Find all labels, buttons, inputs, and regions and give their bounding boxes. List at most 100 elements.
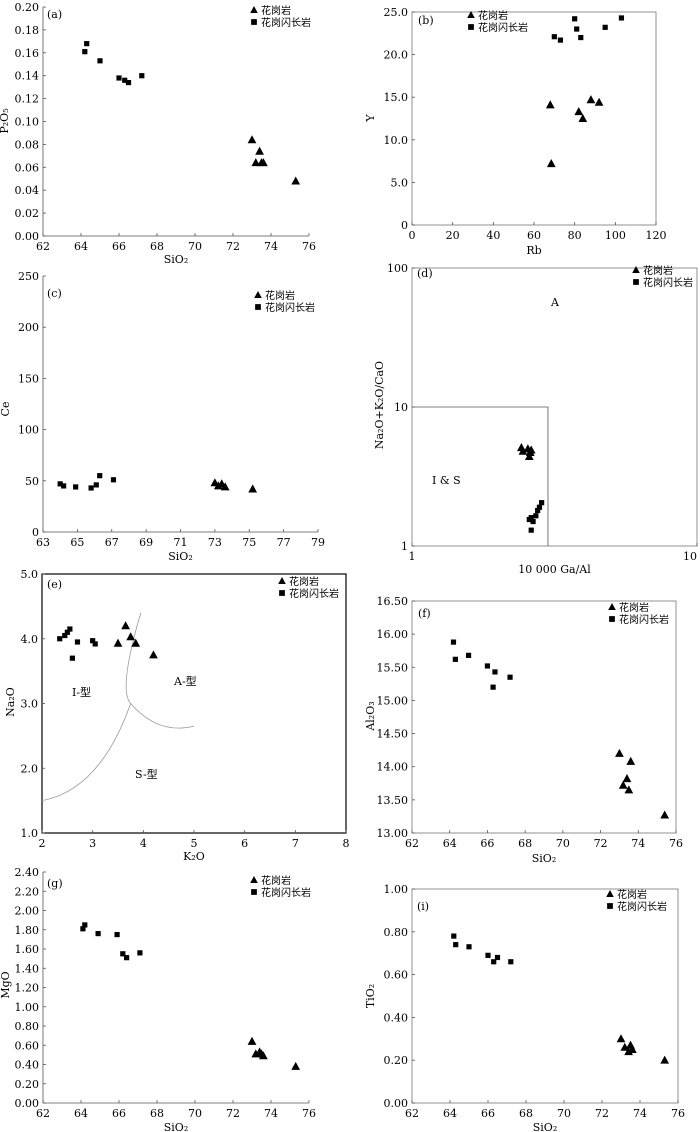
y-tick-label: 1.80 [15, 924, 40, 937]
data-point-square [82, 922, 88, 928]
data-point-square [57, 636, 63, 642]
y-tick-label: 2.00 [15, 905, 40, 918]
x-tick-label: 120 [646, 229, 667, 242]
data-point-triangle [259, 1051, 268, 1060]
data-point-square [92, 641, 98, 647]
data-point-triangle [149, 650, 158, 659]
x-axis-label: SiO₂ [168, 550, 192, 563]
data-point-square [110, 477, 117, 483]
y-tick-label: 0.00 [15, 1097, 40, 1110]
y-tick-label: 0.60 [384, 969, 409, 982]
data-point-square [84, 41, 90, 47]
data-point-square [97, 473, 103, 479]
y-tick-label: 250 [18, 270, 39, 283]
data-point-triangle [255, 146, 264, 155]
panel-label: (c) [47, 287, 62, 300]
y-tick-label: 150 [18, 372, 39, 385]
x-tick-label: 20 [446, 229, 460, 242]
y-axis-label: Ce [0, 402, 12, 417]
legend-marker-square [607, 903, 613, 909]
data-point-square [535, 507, 541, 514]
data-point-square [116, 75, 122, 81]
x-tick-label: 80 [568, 229, 582, 242]
y-tick-label: 15.50 [377, 661, 409, 674]
legend-entry: 花岗闪长岩 [261, 16, 311, 29]
region-label-s-type: S-型 [135, 767, 158, 781]
a-s-boundary-curve [130, 703, 195, 729]
x-tick-label: 62 [405, 837, 419, 850]
data-point-square [574, 26, 580, 32]
y-axis-label: Na₂O+K₂O/CaO [373, 361, 386, 449]
y-tick-label: 0.10 [15, 116, 40, 129]
x-tick-label: 70 [557, 1107, 571, 1120]
legend-entry: 花岗岩 [265, 289, 295, 302]
x-tick-label: 67 [105, 536, 119, 549]
data-point-square [491, 959, 497, 965]
x-axis-label: SiO₂ [532, 852, 556, 865]
y-tick-label: 0.20 [15, 1078, 40, 1091]
x-tick-label: 62 [405, 1107, 419, 1120]
x-tick-label: 75 [242, 536, 256, 549]
panel-label: (e) [47, 578, 62, 591]
x-tick-label: 76 [302, 1107, 316, 1120]
x-axis-label: K₂O [183, 850, 205, 863]
x-tick-label: 3 [89, 837, 96, 850]
x-tick-label: 70 [188, 1107, 202, 1120]
y-tick-label: 13.00 [377, 827, 409, 840]
y-tick-label: 1.00 [15, 1001, 40, 1014]
data-point-triangle [259, 158, 268, 167]
data-point-square [114, 931, 120, 938]
x-tick-label: 64 [443, 1107, 457, 1120]
data-point-triangle [546, 159, 556, 168]
y-tick-label: 0.80 [384, 926, 409, 939]
y-tick-label: 0.06 [15, 161, 40, 174]
chart-panel-3: 63 65 67 69 71 73 75 77 79 0 50 100 150 200 250 SiO₂ Ce (… [0, 270, 325, 563]
y-tick-label: 0.18 [15, 24, 40, 37]
chart-panel-4: 1 10 1 10 100 10 000 Ga/Al Na₂O+K₂O/CaO (d) A I &… [373, 262, 698, 576]
x-tick-label: 74 [264, 1107, 278, 1120]
chart-panel-5: 2 3 4 5 6 7 8 1.0 2.0 3.0 4.0 5.0 K₂O Na₂O (e) I-型 A-型 S-… [4, 568, 350, 863]
x-tick-label: 10 [683, 550, 697, 563]
y-axis-label: Al₂O₃ [364, 701, 377, 731]
data-point-triangle [126, 632, 136, 641]
y-axis-label: P₂O₅ [0, 108, 11, 133]
x-tick-label: 66 [112, 1107, 126, 1120]
data-point-square [57, 481, 63, 487]
data-point-triangle [615, 748, 624, 757]
y-tick-label: 1 [401, 540, 408, 553]
panel-label: (d) [417, 267, 433, 280]
x-tick-label: 74 [631, 837, 645, 850]
plot-frame [411, 600, 677, 834]
x-axis-label: 10 000 Ga/Al [518, 563, 591, 576]
chart-panel-6: 62 64 66 68 70 72 74 76 13.00 13.50 14.00 14.50 15.0… [364, 595, 683, 865]
data-point-triangle [574, 107, 584, 116]
data-point-square [69, 655, 75, 661]
y-tick-label: 20.0 [384, 49, 409, 62]
x-tick-label: 72 [226, 240, 240, 253]
y-tick-label: 0.02 [15, 207, 40, 220]
data-point-square [452, 656, 458, 662]
x-tick-label: 40 [486, 229, 500, 242]
x-tick-label: 62 [36, 1107, 50, 1120]
x-tick-label: 2 [39, 837, 46, 850]
data-point-triangle [624, 785, 634, 794]
data-point-triangle [248, 484, 258, 493]
x-tick-label: 71 [174, 536, 188, 549]
y-tick-label: 1.40 [15, 962, 40, 975]
legend-marker-square [468, 24, 474, 30]
chart-panel-1: 62 64 66 68 70 72 74 76 0.00 0.02 0.04 0.06 0.08 0.10… [0, 1, 316, 266]
x-tick-label: 77 [277, 536, 291, 549]
panel-label: (a) [47, 8, 62, 21]
data-point-triangle [291, 1061, 301, 1070]
x-tick-label: 4 [140, 837, 147, 850]
data-point-triangle [526, 445, 536, 454]
legend-entry: 花岗闪长岩 [617, 900, 667, 913]
y-tick-label: 0.00 [384, 1097, 409, 1110]
y-tick-label: 2.40 [15, 866, 40, 879]
data-point-triangle [618, 780, 628, 789]
data-point-triangle [251, 158, 261, 167]
region-label-i-type: I-型 [72, 685, 91, 699]
y-tick-label: 0 [32, 526, 39, 539]
x-tick-label: 6 [241, 837, 248, 850]
x-tick-label: 68 [518, 837, 532, 850]
